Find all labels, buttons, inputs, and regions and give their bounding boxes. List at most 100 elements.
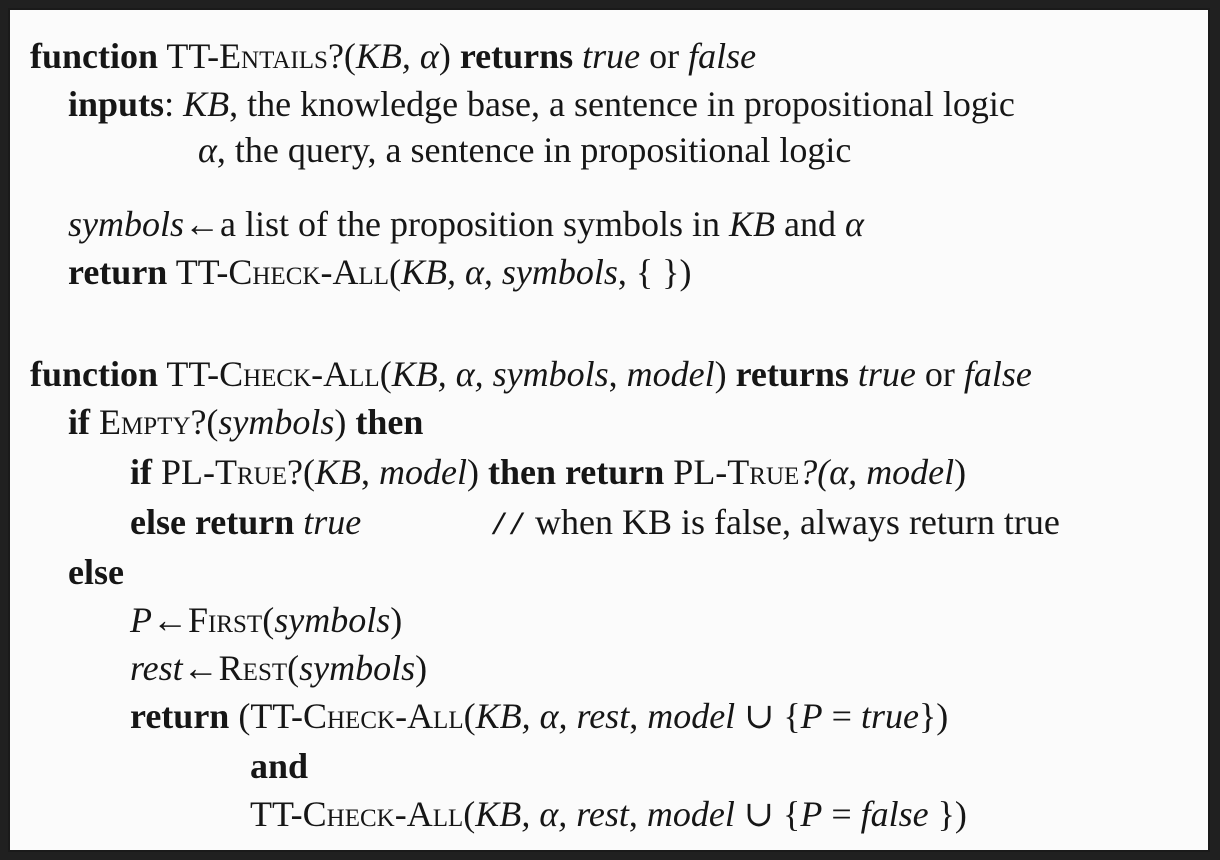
fn-check: Check	[302, 696, 396, 736]
fn-dash: -	[395, 696, 408, 736]
keyword-then-return: then return	[487, 452, 665, 492]
params-open: ?(	[327, 36, 356, 76]
param-alpha: , α,	[437, 354, 493, 394]
var-p: P	[800, 696, 823, 736]
arg-model: model	[647, 696, 736, 736]
keyword-inputs: inputs	[68, 84, 165, 124]
union-open: ∪ {	[734, 794, 801, 834]
arg-alpha: , α,	[447, 252, 502, 292]
inputs-colon: :	[164, 84, 175, 124]
line-tt-check-all-signature: function TT-Check-All(KB, α, symbols, mo…	[30, 352, 1032, 396]
param-alpha: , α	[401, 36, 439, 76]
args-close-2: )	[954, 452, 967, 492]
input-alpha-desc: , the query, a sentence in propositional…	[216, 130, 852, 170]
kb-ref: KB	[729, 204, 776, 244]
line-symbols-assign: symbols←a list of the proposition symbol…	[68, 202, 864, 246]
arg-alpha: , α,	[521, 696, 577, 736]
args-open: (	[388, 252, 401, 292]
line-inputs-alpha: α, the query, a sentence in propositiona…	[198, 128, 851, 172]
comment: // when KB is false, always return true	[490, 500, 1060, 549]
fn-true-2: True	[727, 452, 800, 492]
param-kb: KB	[391, 354, 438, 394]
line-else: else	[68, 550, 124, 594]
line-else-return-true: else return true	[130, 500, 361, 544]
args-open: ?(	[190, 402, 219, 442]
close-braces: })	[918, 696, 949, 736]
fn-dash: -	[311, 354, 324, 394]
fn-pl-prefix: PL-	[161, 452, 215, 492]
arg-symbols: symbols	[218, 402, 335, 442]
line-p-first: P←First(symbols)	[130, 598, 402, 642]
fn-rest: Rest	[218, 648, 288, 688]
fn-true: True	[215, 452, 287, 492]
comment-marker: //	[490, 510, 527, 544]
fn-pl-prefix-2: PL-	[673, 452, 728, 492]
keyword-if: if	[130, 452, 152, 492]
arg-model: model	[646, 794, 735, 834]
fn-all: All	[332, 252, 389, 292]
args-close: )	[390, 600, 403, 640]
equals: =	[822, 696, 861, 736]
arg-model-2: model	[866, 452, 955, 492]
line-if-empty: if Empty?(symbols) then	[68, 400, 423, 444]
keyword-if: if	[68, 402, 90, 442]
keyword-else: else	[68, 552, 124, 592]
arg-symbols: symbols	[501, 252, 618, 292]
line-if-pl-true: if PL-True?(KB, model) then return PL-Tr…	[130, 450, 966, 494]
keyword-then: then	[355, 402, 424, 442]
fn-dash: -	[320, 252, 333, 292]
line-return-recursive-true: return (TT-Check-All(KB, α, rest, model …	[130, 694, 948, 738]
fn-check: Check	[228, 252, 321, 292]
arg-alpha: , α,	[521, 794, 577, 834]
fn-dash: -	[394, 794, 407, 834]
args-open: (	[463, 794, 476, 834]
word-or: or	[924, 354, 955, 394]
input-kb-desc: , the knowledge base, a sentence in prop…	[229, 84, 1015, 124]
word-and: and	[775, 204, 845, 244]
line-and: and	[250, 744, 308, 788]
args-rest: , { })	[617, 252, 692, 292]
param-comma: ,	[608, 354, 627, 394]
assign-arrow: ←	[152, 600, 188, 640]
param-symbols: symbols	[492, 354, 609, 394]
fn-empty: Empty	[99, 402, 191, 442]
arg-symbols: symbols	[274, 600, 391, 640]
fn-all: All	[323, 354, 380, 394]
var-symbols: symbols	[68, 204, 184, 244]
param-kb: KB	[355, 36, 402, 76]
var-rest: rest	[130, 648, 183, 688]
arg-rest: rest	[576, 696, 630, 736]
value-false: false	[860, 794, 929, 834]
params-close: )	[438, 36, 451, 76]
args-close: )	[334, 402, 347, 442]
assign-arrow: ←	[182, 648, 219, 688]
keyword-and: and	[250, 746, 309, 786]
arg-comma: ,	[360, 452, 379, 492]
arg-kb: KB	[314, 452, 361, 492]
value-false: false	[963, 354, 1032, 394]
arg-comma: ,	[629, 696, 648, 736]
arg-kb: KB	[475, 696, 522, 736]
line-tt-entails-signature: function TT-Entails?(KB, α) returns true…	[30, 34, 756, 78]
equals: =	[822, 794, 861, 834]
fn-name-entails: Entails	[219, 36, 328, 76]
line-return-check-all: return TT-Check-All(KB, α, symbols, { })	[68, 250, 691, 294]
input-kb: KB	[183, 84, 230, 124]
args-open: (	[287, 648, 300, 688]
var-p: P	[130, 600, 152, 640]
fn-check: Check	[219, 354, 312, 394]
arg-model: model	[378, 452, 467, 492]
keyword-function: function	[30, 354, 159, 394]
word-or: or	[649, 36, 680, 76]
assign-arrow: ←	[184, 204, 220, 244]
value-true: true	[860, 696, 919, 736]
args-close: )	[415, 648, 428, 688]
line-recursive-false: TT-Check-All(KB, α, rest, model ∪ {P = f…	[250, 792, 967, 836]
keyword-else-return: else return	[130, 502, 295, 542]
fn-name-prefix: TT-	[166, 36, 220, 76]
arg-kb: KB	[400, 252, 447, 292]
args-open-alpha: ?(α,	[799, 452, 867, 492]
close-braces: })	[928, 794, 967, 834]
keyword-returns: returns	[459, 36, 574, 76]
value-false: false	[688, 36, 757, 76]
